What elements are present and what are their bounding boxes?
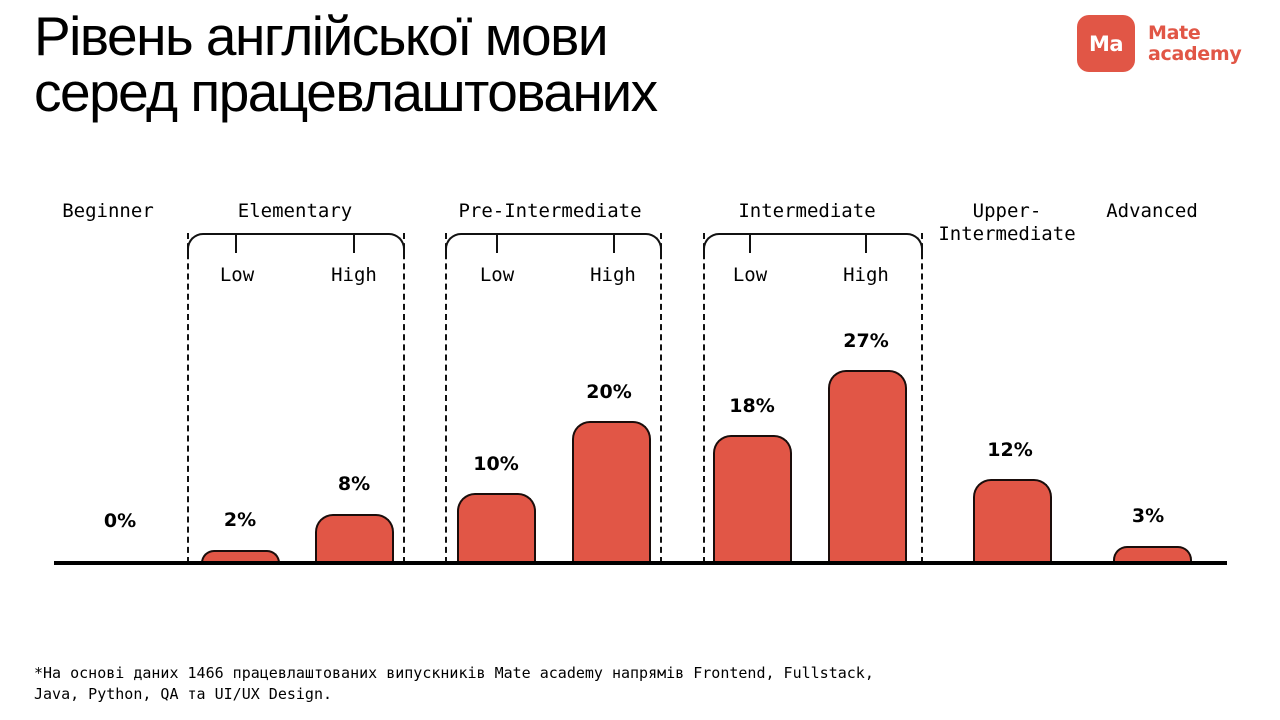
level-advanced: Advanced: [1106, 200, 1198, 222]
level-upper-line-1: Upper-: [972, 200, 1042, 222]
page-title: Рівень англійської мови серед працевлашт…: [34, 8, 934, 120]
elementary-high-label: High: [331, 264, 377, 286]
tick-low: [749, 233, 751, 253]
tick-low: [235, 233, 237, 253]
pre-intermediate-high-label: High: [590, 264, 636, 286]
mate-academy-logo: Ma Mate academy: [1077, 15, 1242, 72]
title-line-1: Рівень англійської мови: [34, 5, 609, 67]
logo-wordmark: Mate academy: [1148, 21, 1242, 65]
logo-word-2: academy: [1148, 42, 1242, 65]
elementary-low-label: Low: [219, 264, 255, 286]
bar-elementary-high: [315, 514, 394, 563]
bracket-top: [445, 233, 662, 257]
value-pre-intermediate-low: 10%: [473, 453, 519, 475]
tick-high: [865, 233, 867, 253]
footnote-line-2: Java, Python, QA та UI/UX Design.: [34, 685, 333, 703]
level-upper-intermediate: Upper- Intermediate: [938, 200, 1075, 246]
intermediate-bracket: [703, 233, 923, 563]
level-intermediate: Intermediate: [738, 200, 876, 222]
tick-low: [496, 233, 498, 253]
value-upper-intermediate: 12%: [987, 439, 1033, 461]
pre-intermediate-bracket: [445, 233, 662, 563]
elementary-bracket: [187, 233, 405, 563]
value-elementary-low: 2%: [223, 509, 257, 531]
value-beginner: 0%: [103, 510, 137, 532]
tick-high: [613, 233, 615, 253]
logo-word-1: Mate: [1148, 21, 1201, 44]
level-upper-line-2: Intermediate: [938, 223, 1076, 245]
intermediate-high-label: High: [843, 264, 889, 286]
bar-intermediate-high: [828, 370, 907, 563]
pre-intermediate-low-label: Low: [479, 264, 515, 286]
value-intermediate-low: 18%: [729, 395, 775, 417]
bar-pre-intermediate-low: [457, 493, 536, 563]
level-elementary: Elementary: [237, 200, 353, 222]
value-pre-intermediate-high: 20%: [586, 381, 632, 403]
bracket-top: [187, 233, 405, 257]
intermediate-low-label: Low: [732, 264, 768, 286]
bar-advanced: [1113, 546, 1192, 563]
value-advanced: 3%: [1131, 505, 1165, 527]
bar-pre-intermediate-high: [572, 421, 651, 563]
title-line-2: серед працевлаштованих: [34, 61, 658, 123]
footnote-line-1: *На основі даних 1466 працевлаштованих в…: [34, 664, 874, 682]
bar-intermediate-low: [713, 435, 792, 563]
value-intermediate-high: 27%: [843, 330, 889, 352]
level-beginner: Beginner: [62, 200, 154, 222]
tick-high: [353, 233, 355, 253]
footnote: *На основі даних 1466 працевлаштованих в…: [34, 663, 994, 705]
value-elementary-high: 8%: [337, 473, 371, 495]
logo-mark: Ma: [1077, 15, 1135, 72]
bar-upper-intermediate: [973, 479, 1052, 563]
bracket-top: [703, 233, 923, 257]
x-axis-baseline: [54, 561, 1227, 565]
level-pre-intermediate: Pre-Intermediate: [458, 200, 642, 222]
